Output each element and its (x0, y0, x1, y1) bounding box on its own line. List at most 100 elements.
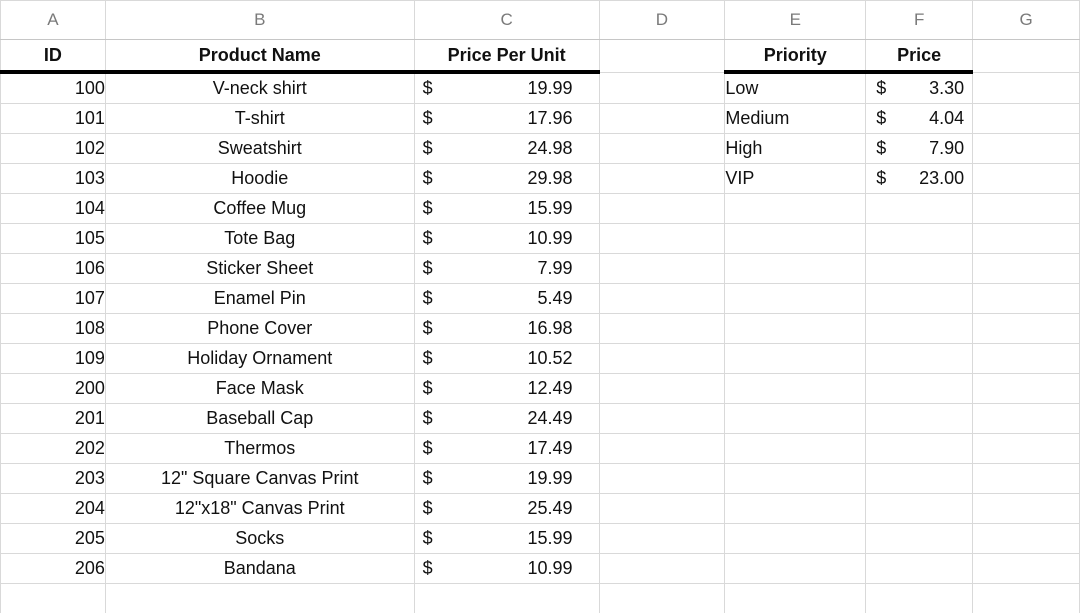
cell-priority-price[interactable] (865, 373, 974, 404)
cell-empty[interactable] (972, 403, 1080, 434)
cell-product-name[interactable]: Phone Cover (104, 313, 415, 344)
cell-priority-price[interactable] (865, 433, 974, 464)
cell-id[interactable]: 109 (0, 343, 106, 374)
cell-id[interactable]: 105 (0, 223, 106, 254)
column-header-g[interactable]: G (972, 0, 1080, 40)
cell-price-per-unit[interactable]: $15.99 (413, 523, 600, 554)
cell-priority-price[interactable] (865, 403, 974, 434)
cell-id[interactable]: 100 (0, 71, 106, 104)
column-header-d[interactable]: D (598, 0, 726, 40)
header-product-name[interactable]: Product Name (104, 39, 415, 74)
cell-priority[interactable]: VIP (724, 163, 867, 194)
header-price-per-unit[interactable]: Price Per Unit (413, 39, 600, 74)
cell-product-name[interactable]: Sweatshirt (104, 133, 415, 164)
cell-product-name[interactable]: Holiday Ornament (104, 343, 415, 374)
cell-priority-price[interactable]: $7.90 (865, 133, 974, 164)
cell-priority-price[interactable] (865, 553, 974, 584)
cell-id[interactable]: 204 (0, 493, 106, 524)
cell-product-name[interactable]: Thermos (104, 433, 415, 464)
cell-empty[interactable] (972, 463, 1080, 494)
cell-product-name[interactable]: Bandana (104, 553, 415, 584)
cell-product-name[interactable]: Enamel Pin (104, 283, 415, 314)
cell-product-name[interactable]: 12"x18" Canvas Print (104, 493, 415, 524)
cell-id[interactable]: 202 (0, 433, 106, 464)
cell-empty[interactable] (972, 343, 1080, 374)
cell-empty[interactable] (598, 373, 726, 404)
column-header-e[interactable]: E (724, 0, 867, 40)
cell-empty[interactable] (972, 71, 1080, 104)
cell-price-per-unit[interactable]: $19.99 (413, 71, 600, 104)
cell-empty[interactable] (972, 223, 1080, 254)
cell-priority[interactable] (724, 433, 867, 464)
cell-price-per-unit[interactable]: $15.99 (413, 193, 600, 224)
cell-empty[interactable] (972, 253, 1080, 284)
cell-empty[interactable] (598, 553, 726, 584)
cell-price-per-unit[interactable]: $19.99 (413, 463, 600, 494)
cell-priority-price[interactable] (865, 523, 974, 554)
cell-price-per-unit[interactable]: $7.99 (413, 253, 600, 284)
cell-product-name[interactable]: Sticker Sheet (104, 253, 415, 284)
cell-empty[interactable] (972, 523, 1080, 554)
cell-id[interactable]: 102 (0, 133, 106, 164)
cell-priority-price[interactable] (865, 223, 974, 254)
cell-empty[interactable] (598, 163, 726, 194)
cell-empty[interactable] (598, 313, 726, 344)
cell-empty[interactable] (972, 583, 1080, 613)
cell-price-per-unit[interactable]: $10.99 (413, 223, 600, 254)
cell-empty[interactable] (598, 103, 726, 134)
cell-empty[interactable] (972, 103, 1080, 134)
cell-priority-price[interactable] (865, 463, 974, 494)
column-header-a[interactable]: A (0, 0, 106, 40)
cell-priority-price[interactable]: $23.00 (865, 163, 974, 194)
cell-id[interactable]: 101 (0, 103, 106, 134)
cell-product-name[interactable]: Baseball Cap (104, 403, 415, 434)
cell-product-name[interactable]: Coffee Mug (104, 193, 415, 224)
cell-priority-price[interactable] (865, 253, 974, 284)
cell-price-per-unit[interactable]: $16.98 (413, 313, 600, 344)
cell-id[interactable]: 104 (0, 193, 106, 224)
cell-empty[interactable] (598, 583, 726, 613)
cell-priority[interactable] (724, 223, 867, 254)
cell-empty[interactable] (972, 313, 1080, 344)
cell-empty[interactable] (972, 133, 1080, 164)
cell-priority-price[interactable] (865, 583, 974, 613)
cell-priority[interactable] (724, 493, 867, 524)
header-price[interactable]: Price (865, 39, 974, 74)
cell-id[interactable]: 201 (0, 403, 106, 434)
cell-empty[interactable] (598, 493, 726, 524)
cell-priority[interactable]: Low (724, 71, 867, 104)
cell-empty[interactable] (598, 343, 726, 374)
column-header-b[interactable]: B (104, 0, 415, 40)
cell-price-per-unit[interactable]: $17.49 (413, 433, 600, 464)
cell-priority-price[interactable]: $3.30 (865, 71, 974, 104)
cell-priority-price[interactable] (865, 343, 974, 374)
cell-id[interactable]: 103 (0, 163, 106, 194)
cell-priority-price[interactable] (865, 193, 974, 224)
cell-price-per-unit[interactable]: $24.49 (413, 403, 600, 434)
cell-priority-price[interactable] (865, 493, 974, 524)
cell-priority[interactable] (724, 553, 867, 584)
header-priority[interactable]: Priority (724, 39, 867, 74)
cell-id[interactable]: 205 (0, 523, 106, 554)
cell-priority[interactable] (724, 403, 867, 434)
cell-id[interactable]: 203 (0, 463, 106, 494)
cell-empty[interactable] (972, 163, 1080, 194)
cell-empty[interactable] (598, 433, 726, 464)
cell-price-per-unit[interactable]: $12.49 (413, 373, 600, 404)
cell-product-name[interactable]: Hoodie (104, 163, 415, 194)
cell-price-per-unit[interactable]: $17.96 (413, 103, 600, 134)
cell-id[interactable]: 200 (0, 373, 106, 404)
cell-priority[interactable] (724, 373, 867, 404)
column-header-f[interactable]: F (865, 0, 974, 40)
cell-priority[interactable] (724, 283, 867, 314)
cell-price-per-unit[interactable]: $5.49 (413, 283, 600, 314)
cell-price-per-unit[interactable]: $10.52 (413, 343, 600, 374)
cell-product-name[interactable]: Socks (104, 523, 415, 554)
cell-empty[interactable] (598, 463, 726, 494)
cell-id[interactable]: 107 (0, 283, 106, 314)
cell-empty[interactable] (972, 493, 1080, 524)
cell-empty[interactable] (972, 39, 1080, 73)
cell-priority-price[interactable]: $4.04 (865, 103, 974, 134)
cell-empty[interactable] (598, 39, 726, 73)
cell-price-per-unit[interactable]: $25.49 (413, 493, 600, 524)
